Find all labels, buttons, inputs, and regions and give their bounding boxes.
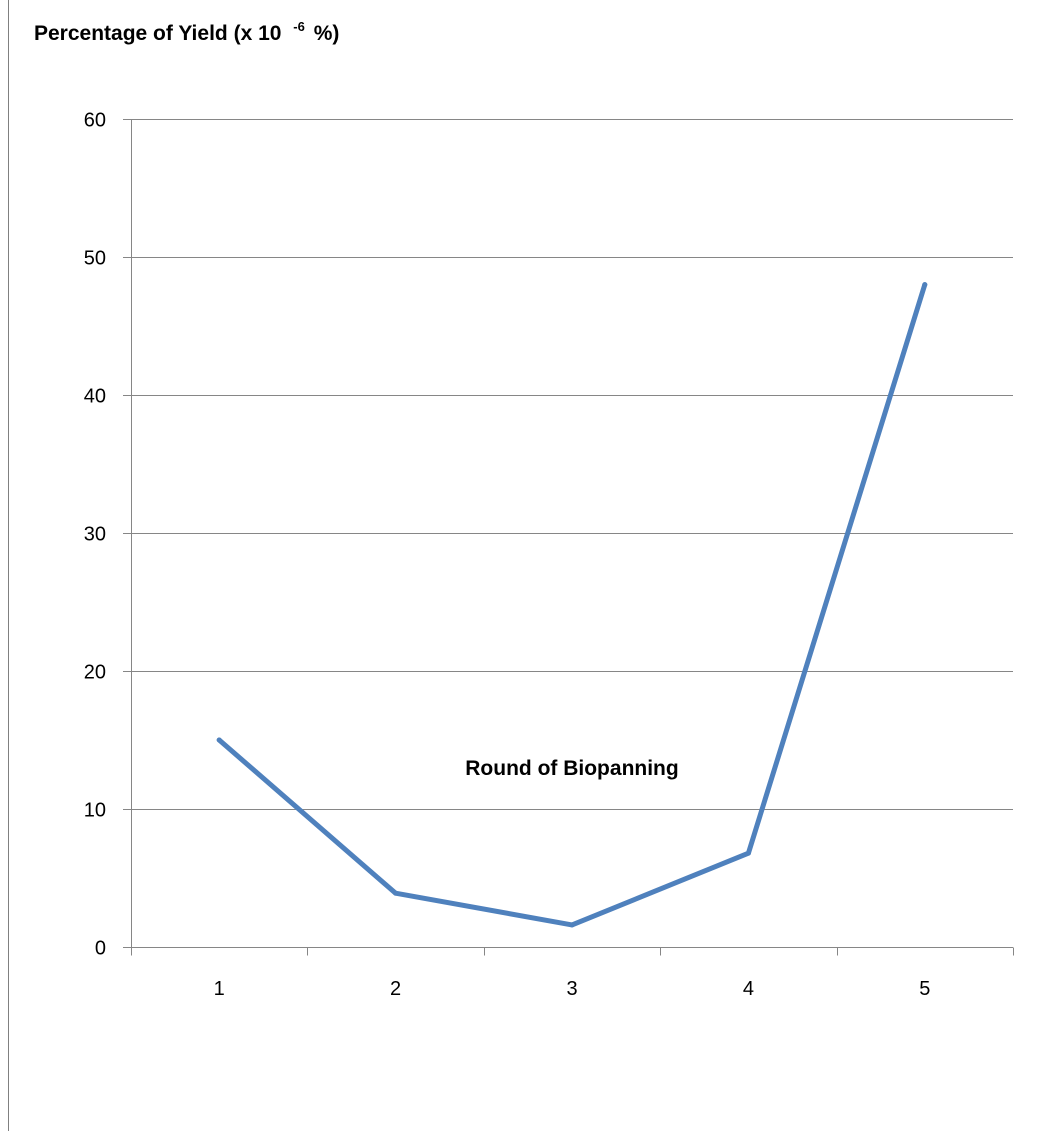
data-point	[393, 890, 399, 896]
data-point	[922, 282, 928, 288]
y-tick-label: 0	[95, 938, 106, 960]
y-tick-label: 50	[84, 248, 106, 270]
data-point	[569, 922, 575, 928]
y-tick-label: 10	[84, 800, 106, 822]
data-point	[745, 850, 751, 856]
x-tick-label: 3	[566, 978, 577, 1000]
x-tick-label: 1	[214, 978, 225, 1000]
data-point	[216, 737, 222, 743]
series-line-0	[216, 282, 928, 928]
x-tick-label: 4	[743, 978, 754, 1000]
y-tick-label: 30	[84, 524, 106, 546]
y-axis-title-suffix: %)	[314, 22, 340, 45]
y-tick-label: 40	[84, 386, 106, 408]
x-axis-title: Round of Biopanning	[465, 757, 678, 780]
y-tick-label: 20	[84, 662, 106, 684]
data-series	[216, 282, 928, 928]
y-axis-title-exponent: -6	[293, 19, 305, 34]
y-tick-label: 60	[84, 110, 106, 132]
x-tick-label: 5	[919, 978, 930, 1000]
y-axis-tick-labels: 0 10 20 30 40 50 60	[84, 110, 106, 960]
gridlines	[131, 119, 1013, 810]
x-tick-label: 2	[390, 978, 401, 1000]
y-axis-title-prefix: Percentage of Yield (x 10	[34, 22, 281, 45]
y-axis-title: Percentage of Yield (x 10 -6 %)	[34, 13, 339, 45]
x-axis-tick-labels: 1 2 3 4 5	[214, 978, 931, 1000]
axes	[123, 119, 1014, 956]
